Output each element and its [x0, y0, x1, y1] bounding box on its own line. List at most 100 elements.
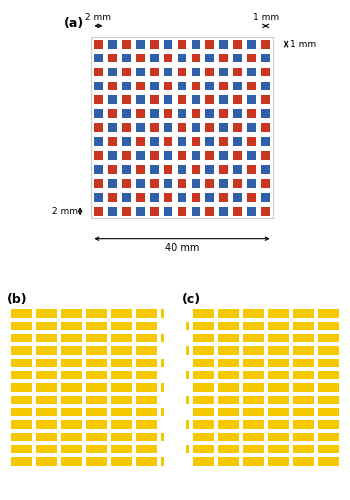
Bar: [161, 310, 164, 318]
Bar: [268, 371, 289, 380]
Bar: [218, 371, 239, 380]
Bar: [164, 68, 173, 76]
Bar: [261, 110, 270, 118]
Bar: [111, 408, 132, 416]
Bar: [111, 358, 132, 367]
Bar: [111, 458, 132, 466]
Bar: [233, 207, 242, 216]
Bar: [177, 193, 187, 202]
Bar: [86, 334, 107, 342]
Bar: [233, 165, 242, 174]
Bar: [36, 384, 57, 392]
Bar: [205, 207, 214, 216]
Text: 40 mm: 40 mm: [165, 243, 199, 253]
Bar: [61, 458, 82, 466]
Bar: [219, 82, 228, 90]
Bar: [136, 165, 145, 174]
Bar: [164, 82, 173, 90]
Bar: [108, 179, 117, 188]
Bar: [318, 445, 339, 453]
Bar: [219, 54, 228, 62]
Bar: [161, 358, 164, 367]
Bar: [11, 334, 32, 342]
Bar: [186, 396, 189, 404]
Bar: [261, 138, 270, 146]
Bar: [318, 432, 339, 441]
Bar: [94, 68, 103, 76]
Bar: [86, 358, 107, 367]
Bar: [243, 420, 264, 428]
Bar: [247, 179, 256, 188]
Bar: [218, 322, 239, 330]
Bar: [193, 458, 214, 466]
Bar: [94, 151, 103, 160]
Bar: [86, 346, 107, 354]
Bar: [219, 207, 228, 216]
Bar: [36, 458, 57, 466]
Bar: [108, 110, 117, 118]
Bar: [111, 384, 132, 392]
Bar: [268, 420, 289, 428]
Bar: [219, 110, 228, 118]
Bar: [136, 322, 157, 330]
Bar: [94, 207, 103, 216]
Bar: [164, 54, 173, 62]
Bar: [61, 420, 82, 428]
Bar: [218, 334, 239, 342]
Bar: [150, 151, 159, 160]
Bar: [261, 96, 270, 104]
Bar: [318, 322, 339, 330]
Bar: [193, 322, 214, 330]
Bar: [94, 165, 103, 174]
Bar: [261, 82, 270, 90]
Bar: [122, 124, 131, 132]
Bar: [164, 40, 173, 48]
Bar: [193, 420, 214, 428]
Bar: [108, 54, 117, 62]
Bar: [111, 396, 132, 404]
Bar: [268, 432, 289, 441]
Bar: [261, 151, 270, 160]
Bar: [86, 384, 107, 392]
Bar: [177, 54, 187, 62]
Bar: [108, 68, 117, 76]
Bar: [11, 322, 32, 330]
Bar: [193, 310, 214, 318]
Bar: [191, 96, 200, 104]
Bar: [136, 151, 145, 160]
Bar: [233, 151, 242, 160]
Bar: [293, 358, 314, 367]
Bar: [150, 40, 159, 48]
Bar: [111, 432, 132, 441]
Bar: [136, 310, 157, 318]
Bar: [61, 346, 82, 354]
Bar: [218, 384, 239, 392]
Bar: [108, 193, 117, 202]
Bar: [161, 458, 164, 466]
Bar: [293, 334, 314, 342]
Bar: [122, 207, 131, 216]
Bar: [61, 445, 82, 453]
Bar: [161, 408, 164, 416]
Bar: [11, 408, 32, 416]
Bar: [243, 322, 264, 330]
Bar: [94, 54, 103, 62]
Bar: [293, 420, 314, 428]
Bar: [11, 432, 32, 441]
Bar: [293, 445, 314, 453]
Bar: [193, 346, 214, 354]
Bar: [243, 358, 264, 367]
Bar: [136, 82, 145, 90]
Bar: [193, 334, 214, 342]
Bar: [61, 358, 82, 367]
Bar: [318, 358, 339, 367]
Bar: [268, 358, 289, 367]
Bar: [219, 124, 228, 132]
Bar: [177, 207, 187, 216]
Bar: [11, 420, 32, 428]
Bar: [150, 124, 159, 132]
Bar: [36, 322, 57, 330]
Bar: [318, 371, 339, 380]
Bar: [108, 82, 117, 90]
Bar: [218, 420, 239, 428]
